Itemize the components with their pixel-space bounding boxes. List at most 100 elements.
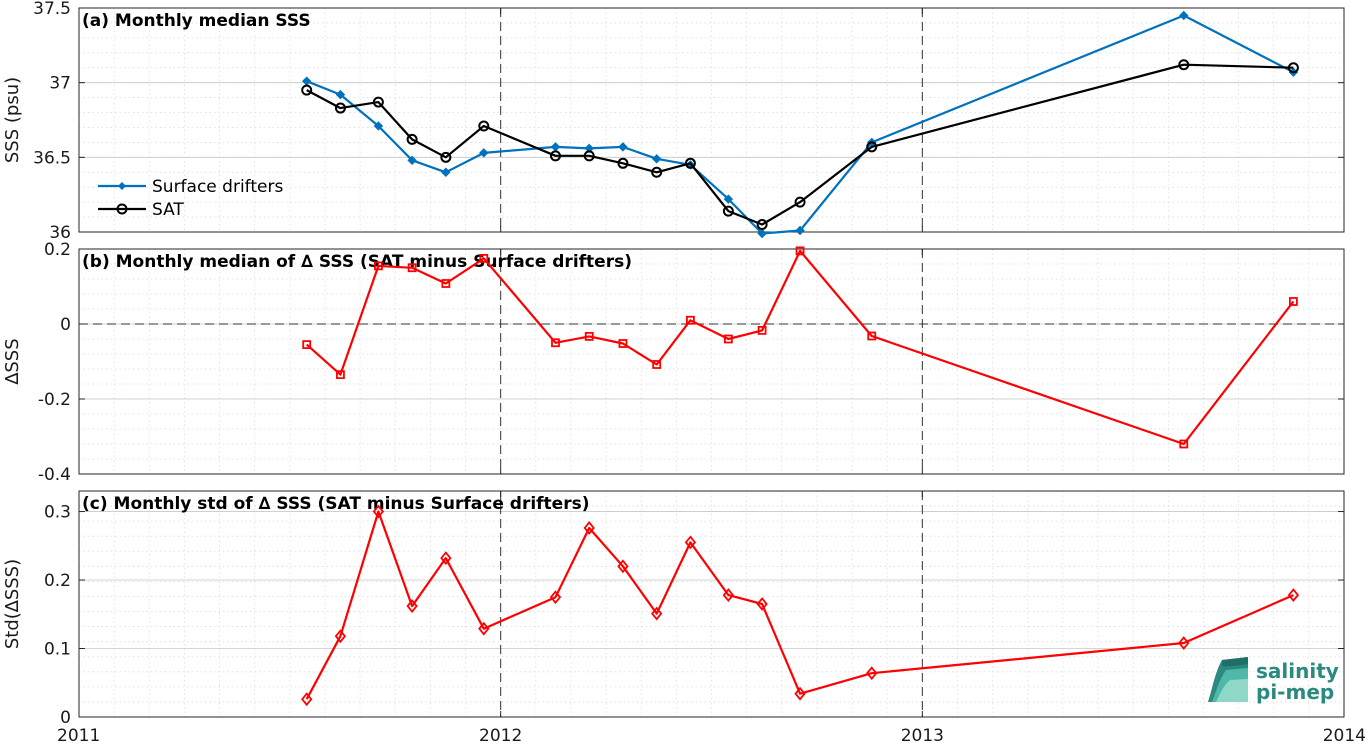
salinity-pi-mep-logo: salinity pi-mep bbox=[1208, 657, 1339, 704]
data-point bbox=[373, 121, 384, 131]
data-point bbox=[723, 194, 734, 204]
data-point bbox=[441, 279, 451, 288]
axes-box bbox=[78, 248, 1345, 475]
data-point bbox=[441, 167, 451, 177]
data-point bbox=[549, 150, 561, 162]
data-point bbox=[1287, 62, 1299, 74]
data-point bbox=[372, 96, 384, 108]
data-point bbox=[756, 219, 768, 231]
data-point bbox=[1289, 297, 1298, 306]
data-point bbox=[617, 157, 629, 169]
y-axis-label: ∆SSS bbox=[2, 338, 23, 385]
y-tick-label: 0.1 bbox=[44, 640, 71, 660]
data-point bbox=[406, 133, 418, 145]
series-0 bbox=[301, 504, 1300, 707]
data-point bbox=[652, 360, 662, 369]
legend-marker bbox=[116, 203, 128, 215]
data-point bbox=[478, 621, 490, 636]
data-point bbox=[479, 148, 489, 158]
data-point bbox=[795, 246, 805, 256]
data-point bbox=[479, 253, 489, 263]
data-point bbox=[651, 606, 663, 621]
x-tick-label: 2012 bbox=[479, 726, 522, 745]
y-tick-label: 37 bbox=[49, 74, 71, 94]
logo-text-salinity: salinity bbox=[1256, 659, 1339, 683]
data-point bbox=[1287, 588, 1300, 603]
data-point bbox=[302, 340, 312, 350]
data-point bbox=[757, 228, 767, 239]
y-tick-label: -0.2 bbox=[38, 390, 71, 410]
data-point bbox=[617, 559, 629, 574]
series-line bbox=[306, 63, 1294, 226]
legend: Surface drifters SAT bbox=[98, 177, 283, 220]
panel-title: (b) Monthly median of ∆ SSS (SAT minus S… bbox=[82, 252, 632, 272]
data-point bbox=[794, 686, 806, 701]
logo-icon bbox=[1208, 657, 1248, 702]
y-tick-label: 0 bbox=[60, 708, 71, 728]
data-point bbox=[334, 629, 347, 644]
y-tick-label: 0.2 bbox=[44, 571, 71, 591]
data-point bbox=[406, 599, 418, 613]
data-point bbox=[407, 263, 417, 273]
panel-b: -0.4 -0.2 0 0.2 ∆SSS (b) Monthly median of ∆ … bbox=[2, 240, 1345, 485]
data-point bbox=[336, 370, 345, 380]
data-point bbox=[440, 151, 452, 163]
data-point bbox=[551, 338, 560, 348]
legend-marker bbox=[118, 182, 126, 190]
data-point bbox=[686, 315, 695, 325]
legend-label: SAT bbox=[152, 200, 184, 220]
data-point bbox=[334, 102, 346, 114]
axes-box bbox=[78, 490, 1345, 718]
x-tick-label: 2011 bbox=[57, 726, 100, 745]
x-tick-label: 2013 bbox=[901, 726, 944, 745]
data-point bbox=[651, 154, 662, 164]
data-point bbox=[866, 141, 878, 153]
panel-c: 0 0.1 0.2 0.3 2011 2012 2013 2014 Std(∆SSS) (c) M… bbox=[2, 490, 1366, 745]
data-point bbox=[335, 89, 346, 100]
series-0 bbox=[302, 246, 1298, 449]
y-tick-label: 36.5 bbox=[33, 148, 71, 168]
data-point bbox=[301, 692, 313, 707]
y-axis-label: Std(∆SSS) bbox=[2, 559, 23, 649]
legend-item-0: Surface drifters bbox=[98, 177, 283, 197]
y-tick-label: 0.2 bbox=[44, 240, 71, 260]
legend-item-1: SAT bbox=[98, 200, 184, 220]
data-point bbox=[583, 150, 595, 162]
data-point bbox=[583, 521, 595, 535]
axes-box bbox=[78, 7, 1345, 233]
data-point bbox=[866, 666, 878, 681]
data-point bbox=[867, 331, 877, 341]
y-tick-label: 0.3 bbox=[44, 503, 71, 523]
y-tick-label: 36 bbox=[49, 223, 71, 243]
data-point bbox=[584, 331, 594, 341]
data-point bbox=[794, 196, 806, 208]
data-point bbox=[1178, 636, 1190, 650]
data-point bbox=[684, 157, 696, 169]
data-point bbox=[722, 205, 734, 217]
y-tick-label: 0 bbox=[60, 315, 71, 335]
x-tick-label: 2014 bbox=[1323, 726, 1366, 745]
data-point bbox=[756, 597, 768, 611]
data-point bbox=[618, 339, 628, 348]
data-point bbox=[549, 590, 562, 605]
panel-title: (c) Monthly std of ∆ SSS (SAT minus Surf… bbox=[82, 494, 589, 514]
series-line bbox=[305, 249, 1295, 446]
data-point bbox=[407, 155, 417, 166]
panel-a: 36 36.5 37 37.5 SSS (psu) (a) Monthly median … bbox=[2, 0, 1345, 243]
series-1 bbox=[301, 59, 1299, 231]
data-point bbox=[301, 84, 313, 96]
y-tick-label: -0.4 bbox=[38, 465, 71, 485]
data-point bbox=[1179, 10, 1189, 21]
data-point bbox=[723, 334, 733, 344]
series-line bbox=[305, 510, 1294, 700]
data-point bbox=[1179, 439, 1189, 449]
data-point bbox=[722, 588, 735, 603]
data-point bbox=[584, 143, 594, 154]
data-point bbox=[651, 166, 663, 178]
data-point bbox=[684, 535, 697, 550]
data-point bbox=[440, 551, 452, 566]
data-point bbox=[618, 142, 628, 152]
logo-text-pi-mep: pi-mep bbox=[1256, 680, 1334, 704]
